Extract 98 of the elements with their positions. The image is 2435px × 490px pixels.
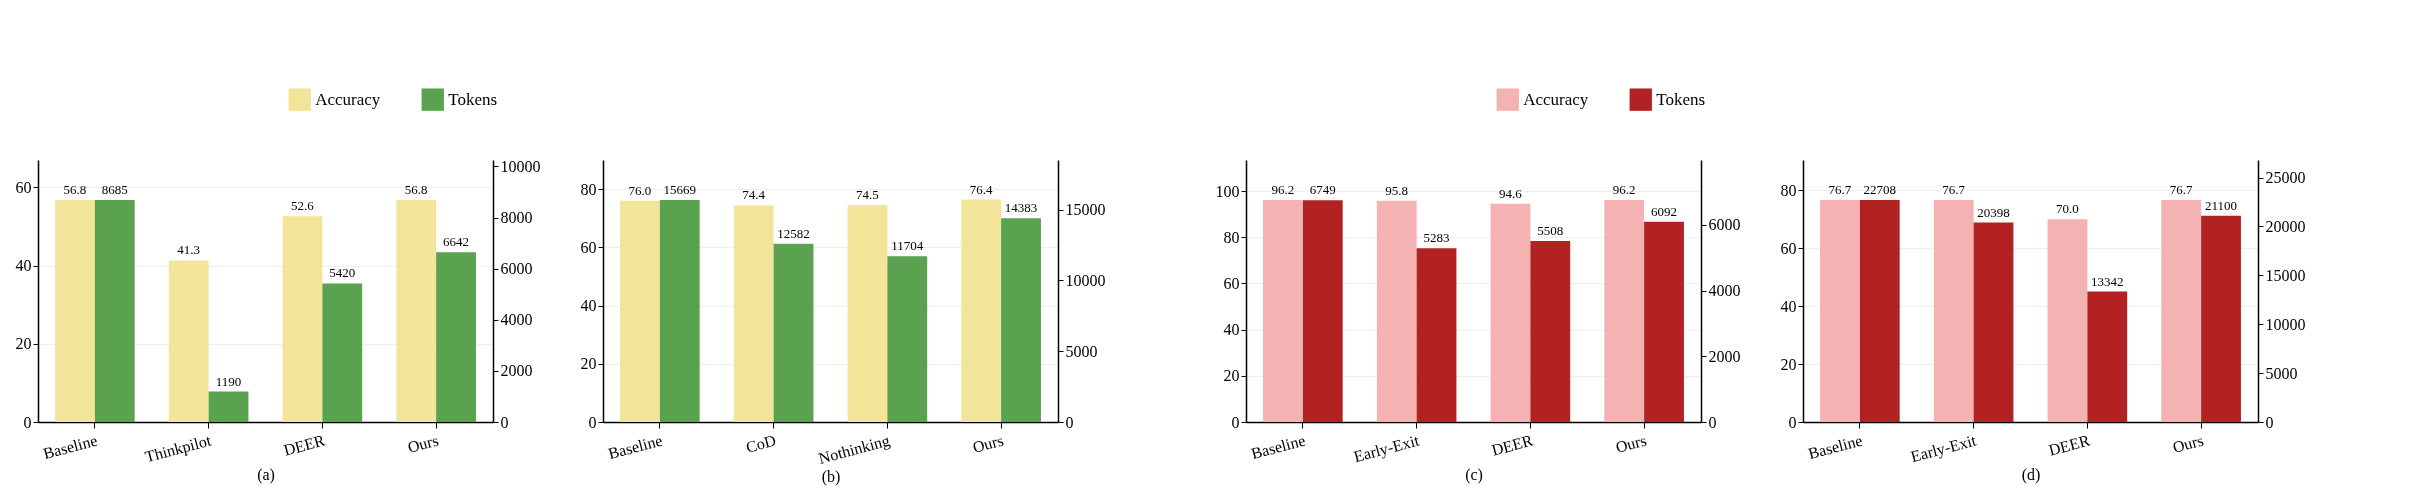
y2-tick-label: 4000 bbox=[500, 311, 533, 329]
y2-tick-label: 2000 bbox=[500, 362, 533, 380]
x-tick-label: Baseline bbox=[41, 431, 100, 463]
data-label: 74.5 bbox=[856, 187, 879, 203]
y2-tick-label: 15000 bbox=[2265, 266, 2306, 284]
x-axis-title: (c) bbox=[1465, 466, 1483, 485]
data-label: 76.7 bbox=[2169, 181, 2194, 197]
data-label: 8685 bbox=[101, 182, 128, 197]
data-label: 76.0 bbox=[628, 182, 652, 198]
y-tick-label: 60 bbox=[1223, 275, 1240, 292]
data-label: 13342 bbox=[2091, 273, 2124, 289]
y-tick-label: 60 bbox=[580, 238, 597, 256]
data-label: 95.8 bbox=[1385, 182, 1409, 198]
x-tick-label: Ours bbox=[405, 431, 441, 457]
y-tick-label: 0 bbox=[23, 413, 32, 431]
x-tick-label: Baseline bbox=[606, 431, 665, 463]
y2-tick-label: 10000 bbox=[500, 157, 541, 175]
y2-tick-label: 25000 bbox=[2265, 169, 2306, 187]
x-tick-label: Early-Exit bbox=[1352, 431, 1422, 467]
x-tick-label: DEER bbox=[1489, 431, 1535, 459]
legend-label: Tokens bbox=[1656, 89, 1706, 109]
y2-tick-label: 6000 bbox=[500, 260, 533, 278]
x-tick-label: Ours bbox=[1613, 431, 1649, 457]
data-label: 52.6 bbox=[291, 198, 315, 214]
data-label: 41.3 bbox=[177, 242, 201, 258]
data-label: 5420 bbox=[329, 265, 356, 281]
legend-label: Accuracy bbox=[315, 89, 381, 109]
data-label: 20398 bbox=[1977, 204, 2010, 220]
x-tick-label: Baseline bbox=[1249, 431, 1308, 463]
bar bbox=[168, 260, 209, 422]
data-label: 11704 bbox=[891, 238, 924, 254]
data-label: 76.7 bbox=[1942, 181, 1966, 197]
data-label: 14383 bbox=[1004, 200, 1038, 216]
y2-tick-label: 20000 bbox=[2265, 217, 2306, 235]
x-tick-label: Early-Exit bbox=[1909, 431, 1979, 467]
data-label: 96.2 bbox=[1612, 181, 1636, 197]
y-tick-label: 60 bbox=[15, 178, 32, 196]
y2-tick-label: 8000 bbox=[500, 209, 533, 227]
y-tick-label: 40 bbox=[580, 297, 597, 315]
data-label: 76.4 bbox=[969, 181, 994, 197]
legend-label: Accuracy bbox=[1523, 89, 1589, 109]
y-tick-label: 20 bbox=[1780, 355, 1797, 373]
data-label: 22708 bbox=[1863, 181, 1897, 197]
data-label: 94.6 bbox=[1499, 185, 1523, 201]
y2-tick-label: 10000 bbox=[2265, 315, 2306, 333]
y-tick-label: 80 bbox=[1223, 228, 1240, 246]
data-label: 12582 bbox=[777, 225, 810, 241]
data-label: 74.4 bbox=[742, 187, 766, 203]
x-tick-label: Ours bbox=[2170, 431, 2206, 457]
x-tick-label: Ours bbox=[970, 431, 1006, 457]
y-tick-label: 80 bbox=[1780, 181, 1797, 199]
x-axis-title: (d) bbox=[2021, 466, 2041, 485]
data-label: 1190 bbox=[215, 373, 242, 389]
y-tick-label: 20 bbox=[1223, 367, 1240, 385]
data-label: 6642 bbox=[443, 234, 470, 250]
data-label: 21100 bbox=[2205, 197, 2238, 213]
x-tick-label: DEER bbox=[2046, 431, 2092, 459]
y-tick-label: 100 bbox=[1215, 182, 1240, 200]
y-tick-label: 40 bbox=[1223, 321, 1240, 339]
x-tick-label: CoD bbox=[744, 431, 778, 456]
data-label: 56.8 bbox=[63, 181, 87, 197]
x-tick-label: Baseline bbox=[1806, 431, 1865, 463]
y-tick-label: 0 bbox=[588, 413, 597, 431]
legend-label: Tokens bbox=[448, 89, 498, 109]
x-axis-title: (b) bbox=[821, 467, 841, 486]
x-tick-label: Nothinking bbox=[816, 431, 892, 468]
x-axis-title: (a) bbox=[257, 466, 275, 485]
data-label: 5508 bbox=[1537, 222, 1564, 238]
data-label: 76.7 bbox=[1828, 181, 1852, 197]
y2-tick-label: 0 bbox=[500, 413, 509, 431]
y-tick-label: 40 bbox=[1780, 297, 1797, 315]
y2-tick-label: 5000 bbox=[2265, 364, 2298, 382]
y2-tick-label: 0 bbox=[2265, 413, 2274, 431]
y2-tick-label: 15000 bbox=[1065, 201, 1106, 219]
y-tick-label: 0 bbox=[1788, 413, 1797, 431]
y-tick-label: 60 bbox=[1780, 239, 1797, 257]
y2-tick-label: 2000 bbox=[1708, 347, 1741, 365]
y2-tick-label: 4000 bbox=[1708, 282, 1741, 300]
data-label: 56.8 bbox=[404, 181, 428, 197]
y2-tick-label: 6000 bbox=[1708, 216, 1741, 234]
data-label: 6749 bbox=[1309, 182, 1336, 198]
y-tick-label: 20 bbox=[15, 335, 32, 353]
x-tick-label: DEER bbox=[281, 431, 327, 459]
data-label: 70.0 bbox=[2056, 201, 2079, 217]
y-tick-label: 20 bbox=[580, 355, 597, 373]
y2-tick-label: 10000 bbox=[1065, 271, 1106, 289]
y2-tick-label: 5000 bbox=[1065, 342, 1098, 360]
data-label: 5283 bbox=[1423, 230, 1450, 246]
y-tick-label: 0 bbox=[1231, 413, 1240, 431]
y2-tick-label: 0 bbox=[1065, 413, 1074, 431]
y-tick-label: 80 bbox=[580, 180, 597, 198]
bar bbox=[208, 391, 249, 422]
x-tick-label: Thinkpilot bbox=[143, 431, 214, 467]
data-label: 6092 bbox=[1651, 203, 1678, 219]
data-label: 15669 bbox=[663, 182, 697, 198]
data-label: 96.2 bbox=[1271, 181, 1295, 197]
y-tick-label: 40 bbox=[15, 257, 32, 275]
y2-tick-label: 0 bbox=[1708, 413, 1717, 431]
